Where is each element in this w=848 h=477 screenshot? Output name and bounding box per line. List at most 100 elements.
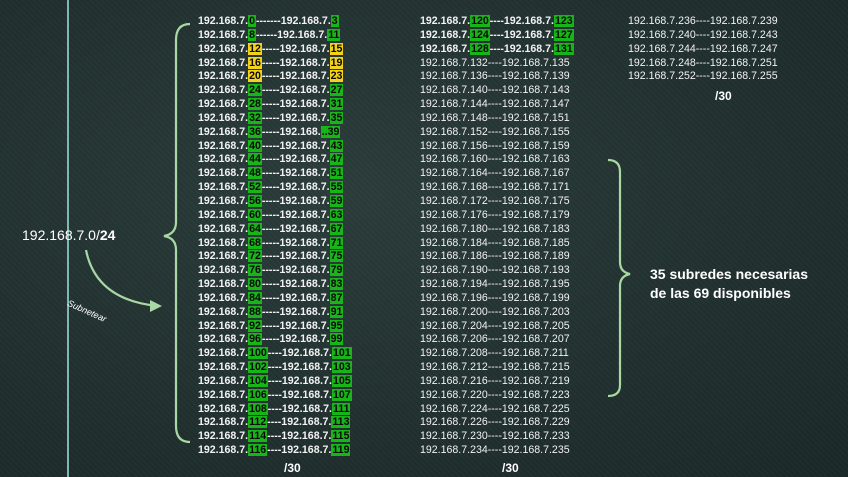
range-end-prefix: 192.168.7. (280, 15, 331, 27)
range-start-octet: 52 (248, 181, 262, 194)
range-end-octet: 113 (331, 416, 351, 429)
col2-prefix-label: /30 (502, 461, 519, 475)
range-end-prefix: 192.168.7. (281, 402, 332, 415)
range-separator: ----- (261, 84, 280, 97)
range-end-prefix: 192.168.7. (279, 305, 330, 318)
range-start-prefix: 192.168.7. (198, 264, 249, 277)
range-end-prefix: 192.168.7. (281, 444, 332, 457)
subnet-row: 192.168.7.190----192.168.7.193 (420, 264, 570, 277)
subnet-row: 192.168.7.230----192.168.7.233 (420, 430, 570, 443)
range-start-prefix: 192.168.7. (198, 374, 249, 387)
range-end-octet: 99 (329, 333, 344, 346)
range-start-prefix: 192.168.7. (198, 305, 249, 318)
range-separator: ----- (261, 153, 280, 166)
range-end-prefix: 192.168.7. (503, 28, 554, 41)
range-start-prefix: 192.168.7. (198, 15, 249, 27)
range-end-octet: 87 (329, 291, 344, 304)
range-start-octet: 28 (248, 98, 262, 111)
range-start-octet: 84 (248, 291, 262, 304)
range-start-octet: 76 (248, 264, 262, 277)
range-start-octet: 64 (248, 222, 262, 235)
subnet-row: 192.168.7.12-----192.168.7.15 (198, 42, 352, 57)
range-end-octet: 11 (327, 28, 341, 41)
range-start-octet: 12 (248, 42, 262, 55)
subnet-row: 192.168.7.184----192.168.7.185 (420, 236, 570, 249)
subnet-row: 192.168.7.204----192.168.7.205 (420, 319, 570, 332)
subnet-row: 192.168.7.160----192.168.7.163 (420, 153, 570, 166)
range-separator: ----- (261, 70, 280, 83)
range-end-prefix: 192.168.7. (281, 374, 332, 387)
subnet-row: 192.168.7.148----192.168.7.151 (420, 111, 570, 124)
range-start-octet: 92 (248, 319, 262, 332)
range-end-octet: 123 (553, 15, 574, 27)
range-start-octet: 20 (248, 70, 262, 83)
range-start-octet: 56 (248, 194, 262, 207)
subnet-row: 192.168.7.0-------192.168.7.3 (198, 15, 352, 29)
range-start-octet: 128 (470, 42, 490, 55)
range-start-prefix: 192.168.7. (198, 333, 249, 346)
range-separator: ----- (261, 264, 280, 277)
range-separator: ----- (261, 305, 280, 318)
range-end-prefix: 192.168.7. (279, 84, 330, 97)
subnet-row: 192.168.7.216----192.168.7.219 (420, 374, 570, 387)
range-start-prefix: 192.168.7. (198, 125, 249, 138)
range-separator: ---- (267, 347, 282, 360)
range-start-octet: 60 (248, 208, 262, 221)
range-separator: ----- (261, 236, 280, 249)
range-end-octet: 107 (331, 388, 352, 401)
range-separator: ----- (261, 208, 280, 221)
subnet-row: 192.168.7.92-----192.168.7.95 (198, 319, 352, 334)
range-end-octet: 27 (329, 84, 344, 97)
range-end-octet: 59 (329, 194, 344, 207)
range-start-prefix: 192.168.7. (198, 111, 249, 124)
subnet-row: 192.168.7.200----192.168.7.203 (420, 305, 570, 318)
range-start-octet: 80 (248, 278, 262, 291)
subnet-row: 192.168.7.244----192.168.7.247 (628, 42, 778, 55)
range-end-octet: 101 (331, 347, 352, 360)
range-end-octet: 43 (329, 139, 344, 152)
subnet-row: 192.168.7.60-----192.168.7.63 (198, 208, 352, 223)
subnet-row: 192.168.7.36-----192.168...39 (198, 125, 352, 140)
range-end-octet: 131 (553, 42, 574, 55)
range-start-prefix: 192.168.7. (198, 291, 249, 304)
range-separator: ----- (261, 278, 280, 291)
subnet-row: 192.168.7.152----192.168.7.155 (420, 125, 570, 138)
range-separator: ----- (261, 125, 280, 138)
range-start-prefix: 192.168.7. (198, 388, 249, 401)
range-separator: ----- (261, 42, 280, 55)
range-end-prefix: 192.168.7. (279, 250, 330, 263)
range-end-octet: 23 (329, 70, 344, 83)
range-end-prefix: 192.168.7. (281, 347, 332, 360)
col1-prefix-label: /30 (284, 461, 301, 475)
range-end-prefix: 192.168.7. (281, 361, 332, 374)
range-start-prefix: 192.168.7. (198, 56, 249, 69)
range-end-prefix: 192.168.7. (279, 208, 330, 221)
range-separator: ---- (489, 42, 504, 55)
range-start-octet: 96 (248, 333, 262, 346)
subnet-row: 192.168.7.24-----192.168.7.27 (198, 84, 352, 98)
range-start-prefix: 192.168.7. (198, 139, 249, 152)
range-end-octet: 103 (331, 361, 352, 374)
subnet-row: 192.168.7.120----192.168.7.123 (420, 15, 574, 29)
subnet-row: 192.168.7.212----192.168.7.215 (420, 361, 570, 374)
range-end-prefix: 192.168.7. (279, 278, 330, 291)
subnet-row: 192.168.7.180----192.168.7.183 (420, 222, 570, 235)
range-start-prefix: 192.168.7. (198, 84, 249, 97)
range-end-prefix: 192.168.7. (279, 194, 330, 207)
range-separator: ---- (267, 388, 282, 401)
range-separator: ----- (261, 181, 280, 194)
range-start-octet: 116 (248, 444, 268, 457)
range-end-octet: 51 (329, 167, 344, 180)
range-separator: ---- (267, 374, 282, 387)
range-start-octet: 114 (248, 430, 268, 443)
subnet-row: 192.168.7.76-----192.168.7.79 (198, 264, 352, 278)
subnet-row: 192.168.7.56-----192.168.7.59 (198, 194, 352, 209)
subnet-column-2: 192.168.7.120----192.168.7.123 192.168.7.… (420, 15, 574, 458)
range-end-octet: 63 (329, 208, 344, 221)
range-start-octet: 0 (248, 15, 256, 27)
range-end-octet: 71 (329, 236, 344, 249)
subnet-row: 192.168.7.112----192.168.7.113 (198, 416, 352, 430)
range-start-prefix: 192.168.7. (198, 319, 249, 332)
range-end-octet: 47 (329, 153, 344, 166)
